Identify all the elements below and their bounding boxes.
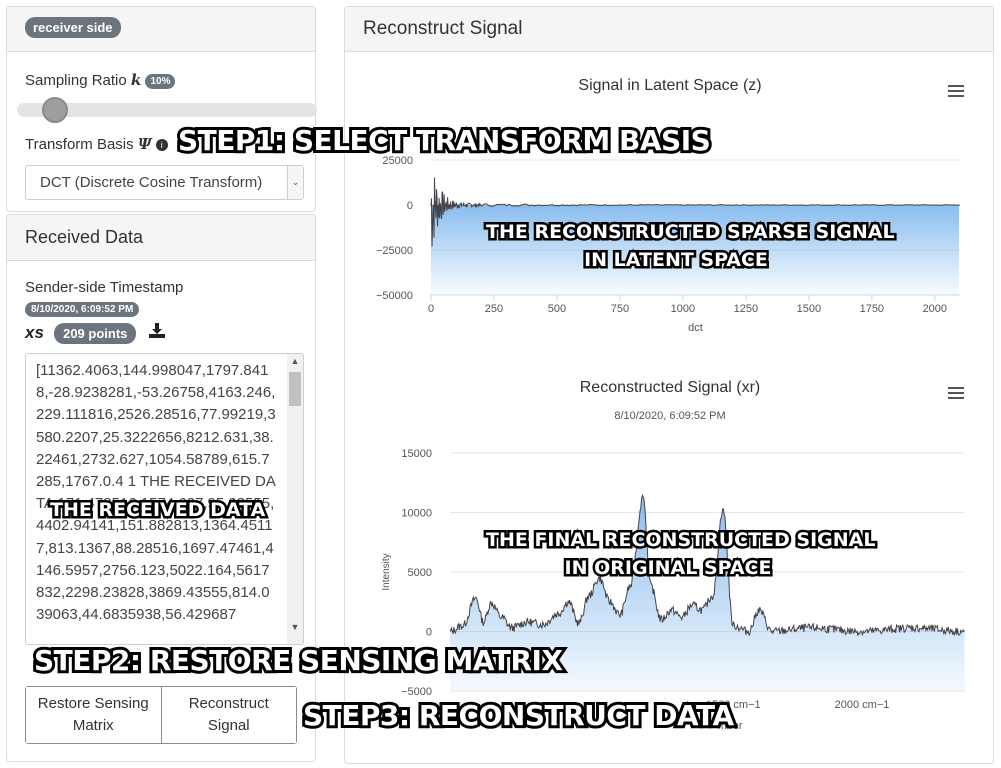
timestamp-row: 8/10/2020, 6:09:52 PM bbox=[25, 299, 140, 317]
download-icon[interactable] bbox=[148, 323, 165, 342]
recon-chart: 15000 10000 5000 0 −5000 Intensity 1500 cm−1 20… bbox=[381, 448, 965, 732]
recon-x-axis-title: mber bbox=[717, 720, 742, 732]
latent-chart: 25000 0 −25000 −50000 0 250 500 750 1000 1250 1500… bbox=[376, 155, 961, 334]
step2-overlay: STEP2: RESTORE SENSING MATRIX bbox=[31, 641, 566, 680]
sampling-ratio-badge: 10% bbox=[145, 73, 176, 89]
final-note-line2: IN ORIGINAL SPACE bbox=[562, 555, 774, 582]
recon-xtick-label: 2000 cm−1 bbox=[835, 699, 890, 711]
latent-xtick-label: 500 bbox=[548, 303, 566, 315]
points-badge: 209 points bbox=[54, 323, 137, 344]
transform-basis-text: Transform Basis bbox=[25, 136, 134, 153]
timestamp-label: Sender-side Timestamp bbox=[25, 279, 184, 296]
latent-xtick-label: 1000 bbox=[671, 303, 695, 315]
latent-xtick-label: 1500 bbox=[797, 303, 821, 315]
scrollbar[interactable]: ▲ ▼ bbox=[287, 354, 303, 644]
latent-xtick-label: 250 bbox=[485, 303, 503, 315]
latent-note-line1: THE RECONSTRUCTED SPARSE SIGNAL bbox=[484, 219, 898, 246]
latent-series-line bbox=[430, 177, 961, 247]
reconstruct-signal-button[interactable]: Reconstruct Signal bbox=[160, 687, 296, 743]
recon-ytick-label: −5000 bbox=[401, 686, 432, 698]
transform-basis-label: Transform Basis Ψ i bbox=[25, 135, 168, 153]
final-note-line1: THE FINAL RECONSTRUCTED SIGNAL bbox=[484, 527, 878, 554]
recon-ytick-label: 10000 bbox=[401, 508, 432, 520]
latent-chart-title: Signal in Latent Space (z) bbox=[578, 77, 762, 94]
latent-xtick-label: 1250 bbox=[734, 303, 758, 315]
received-note-overlay: THE RECEIVED DATA bbox=[47, 497, 267, 524]
sampling-symbol: k bbox=[130, 71, 142, 89]
scroll-up-icon[interactable]: ▲ bbox=[290, 356, 300, 366]
received-data-header: Received Data bbox=[7, 215, 315, 261]
receiver-settings-panel: receiver side Sampling Ratio k 10% Trans… bbox=[6, 6, 317, 212]
latent-note-overlay: THE RECONSTRUCTED SPARSE SIGNAL IN LATEN… bbox=[484, 218, 898, 274]
recon-ytick-label: 15000 bbox=[401, 448, 432, 460]
step3-overlay: STEP3: RECONSTRUCT DATA bbox=[300, 696, 737, 735]
received-data-textarea[interactable]: [11362.4063,144.998047,1797.8418,-28.923… bbox=[25, 353, 304, 645]
latent-note-line2: IN LATENT SPACE bbox=[582, 247, 771, 274]
sampling-ratio-text: Sampling Ratio bbox=[25, 72, 127, 89]
latent-ytick-label: −25000 bbox=[376, 245, 413, 257]
xs-row: xs 209 points bbox=[25, 323, 165, 344]
chart-menu-icon[interactable] bbox=[948, 85, 964, 97]
sampling-ratio-label: Sampling Ratio k 10% bbox=[25, 71, 176, 89]
recon-ytick-label: 5000 bbox=[408, 567, 432, 579]
receiver-side-badge: receiver side bbox=[25, 17, 121, 38]
recon-area-fill bbox=[450, 495, 965, 691]
info-icon[interactable]: i bbox=[155, 139, 168, 151]
recon-series-line bbox=[449, 493, 965, 637]
chevron-down-icon: ⌄ bbox=[287, 166, 303, 199]
recon-xtick-label: 1500 cm−1 bbox=[706, 699, 761, 711]
recon-chart-subtitle: 8/10/2020, 6:09:52 PM bbox=[614, 410, 726, 422]
step1-overlay: STEP1: SELECT TRANSFORM BASIS bbox=[175, 121, 714, 160]
transform-basis-value: DCT (Discrete Cosine Transform) bbox=[40, 174, 263, 191]
basis-symbol: Ψ bbox=[137, 135, 152, 153]
latent-area-fill bbox=[431, 205, 959, 295]
recon-y-axis-title: Intensity bbox=[381, 553, 392, 590]
receiver-settings-header: receiver side bbox=[7, 7, 315, 52]
recon-chart-title: Reconstructed Signal (xr) bbox=[579, 379, 761, 396]
received-data-text: [11362.4063,144.998047,1797.8418,-28.923… bbox=[36, 362, 276, 624]
latent-x-axis-title: dct bbox=[688, 322, 703, 334]
timestamp-badge: 8/10/2020, 6:09:52 PM bbox=[25, 302, 140, 317]
scroll-down-icon[interactable]: ▼ bbox=[290, 622, 300, 632]
scrollbar-thumb[interactable] bbox=[289, 372, 301, 406]
xs-label: xs bbox=[25, 323, 44, 342]
action-button-group: Restore Sensing Matrix Reconstruct Signa… bbox=[25, 686, 297, 744]
latent-ytick-label: 25000 bbox=[382, 155, 413, 167]
latent-xtick-label: 750 bbox=[611, 303, 629, 315]
latent-xtick-label: 2000 bbox=[923, 303, 947, 315]
latent-ytick-label: 0 bbox=[407, 200, 413, 212]
recon-ytick-label: 0 bbox=[426, 627, 432, 639]
latent-xtick-label: 0 bbox=[428, 303, 434, 315]
received-data-panel: Received Data Sender-side Timestamp 8/10… bbox=[6, 214, 316, 762]
transform-basis-select[interactable]: DCT (Discrete Cosine Transform) ⌄ bbox=[25, 165, 304, 200]
reconstruct-header: Reconstruct Signal bbox=[345, 7, 993, 52]
slider-thumb[interactable] bbox=[42, 97, 68, 123]
chart-menu-icon-2[interactable] bbox=[948, 387, 964, 399]
reconstruct-panel: Reconstruct Signal Signal in Latent Spac… bbox=[344, 6, 994, 764]
final-note-overlay: THE FINAL RECONSTRUCTED SIGNAL IN ORIGIN… bbox=[484, 526, 878, 582]
latent-ytick-label: −50000 bbox=[376, 290, 413, 302]
latent-xtick-label: 1750 bbox=[860, 303, 884, 315]
restore-sensing-matrix-button[interactable]: Restore Sensing Matrix bbox=[26, 687, 161, 743]
sampling-ratio-slider[interactable] bbox=[17, 97, 317, 123]
